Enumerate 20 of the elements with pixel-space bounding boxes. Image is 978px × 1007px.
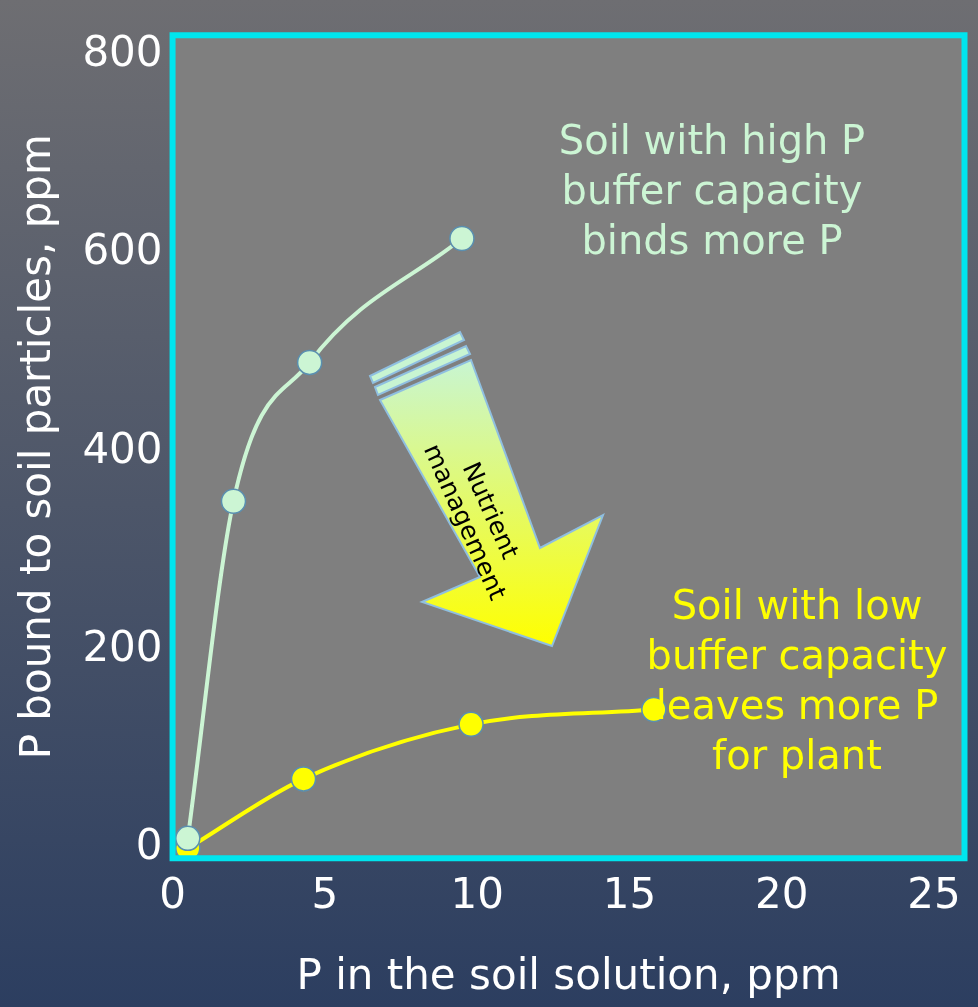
point [220, 488, 247, 514]
x-tick-label: 25 [907, 869, 961, 919]
y-tick-label: 800 [82, 26, 163, 76]
annotation: Soil with low buffer capacity leaves more P for plant [645, 581, 949, 780]
point [296, 349, 323, 376]
y-axis-title: P bound to soil particles, ppm [11, 134, 61, 760]
y-tick-label: 600 [82, 225, 163, 275]
x-tick-label: 10 [450, 869, 504, 919]
annotation: Soil with high P buffer capacity binds more P [557, 116, 867, 265]
point [175, 825, 201, 852]
x-tick-label: 20 [755, 869, 809, 919]
point [458, 711, 484, 738]
y-tick-label: 0 [135, 820, 163, 870]
x-tick-label: 15 [602, 869, 657, 919]
x-tick-label: 5 [311, 869, 339, 919]
x-axis-title: P in the soil solution, ppm [296, 949, 841, 999]
y-tick-label: 200 [82, 621, 163, 671]
y-tick-label: 400 [82, 423, 163, 473]
point [290, 766, 317, 792]
point [449, 225, 475, 252]
